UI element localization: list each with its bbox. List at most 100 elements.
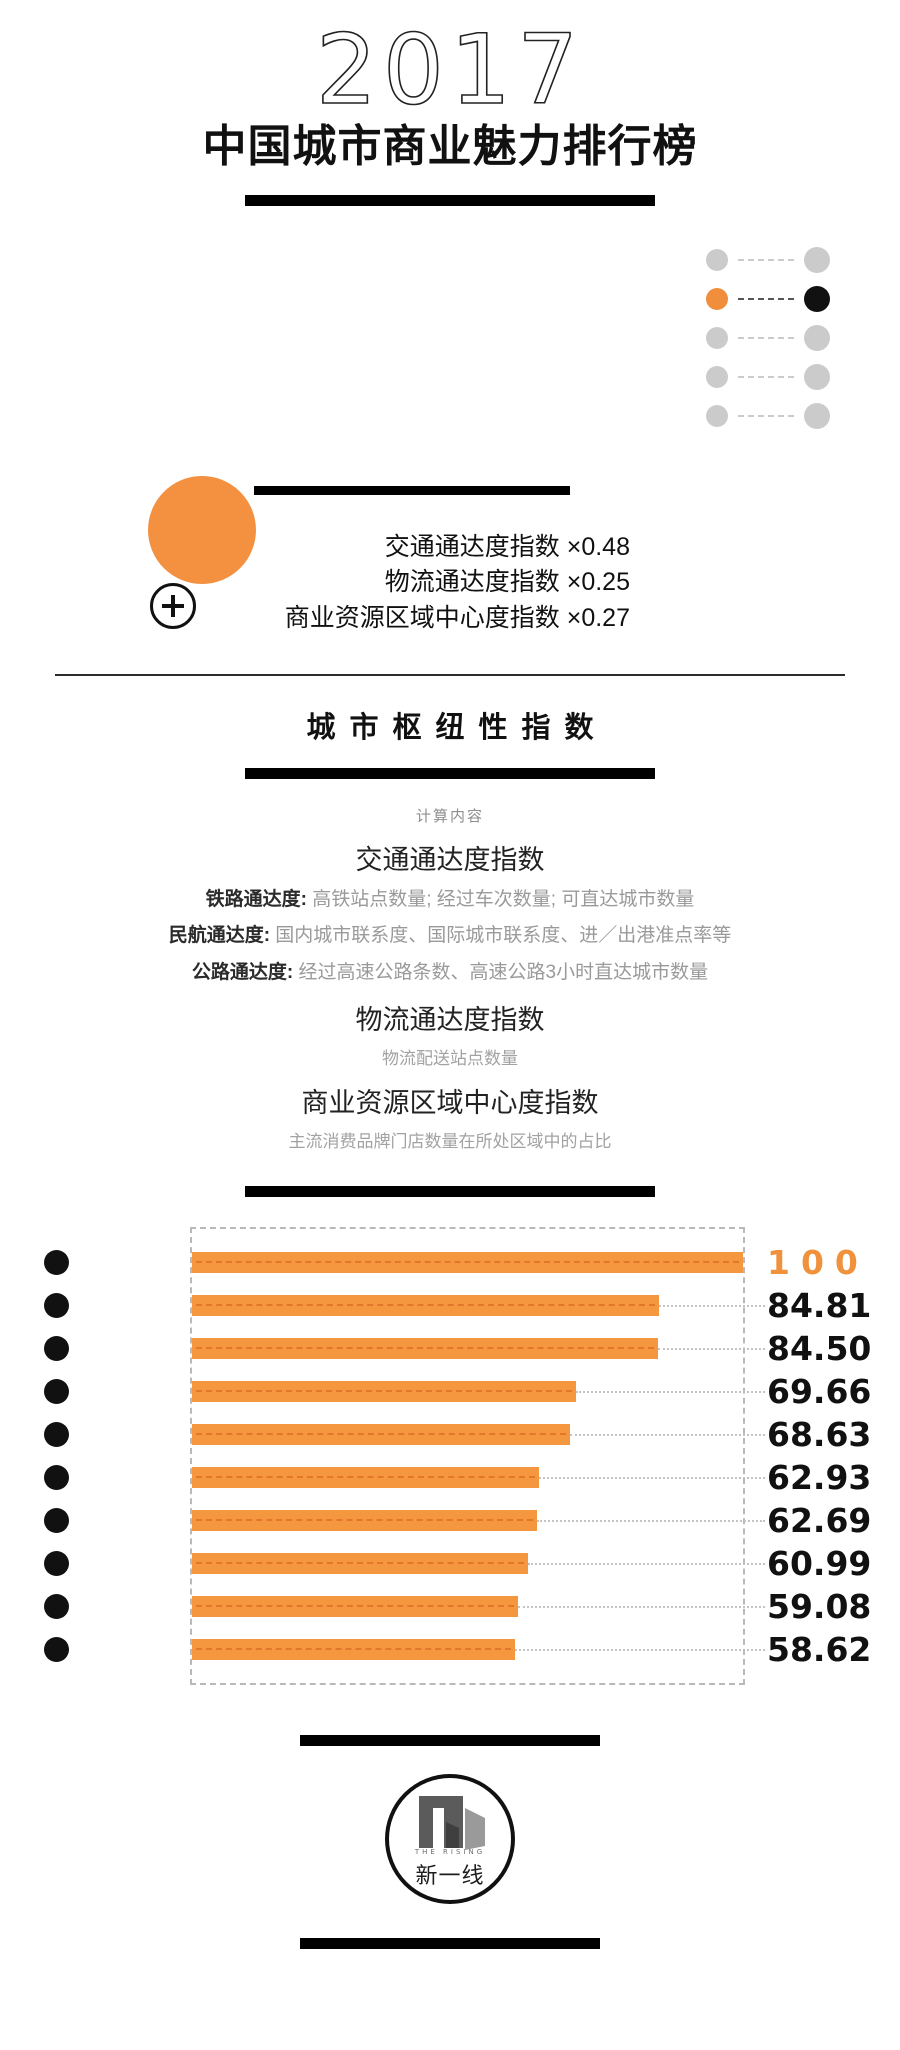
index-weight-list <box>70 242 830 434</box>
bar-value: 69.66 <box>767 1372 872 1412</box>
chart-row[interactable]: 59.08 <box>44 1585 871 1628</box>
leader-line <box>570 1434 765 1437</box>
leader-line <box>518 1606 765 1609</box>
chart-row[interactable]: 62.93 <box>44 1456 871 1499</box>
leader-line <box>539 1477 765 1480</box>
bar-track <box>192 1467 765 1489</box>
bar[interactable] <box>192 1252 743 1274</box>
calc-group-title: 商业资源区域中心度指数 <box>301 1088 599 1119</box>
chart-row[interactable]: 100 <box>44 1241 858 1284</box>
chart-row[interactable]: 58.62 <box>44 1628 871 1671</box>
calc-detail-text: 国内城市联系度、国际城市联系度、进／出港准点率等 <box>270 925 732 947</box>
page-title: 中国城市商业魅力排行榜 <box>202 122 698 171</box>
bar-value: 84.50 <box>767 1329 872 1369</box>
index-row[interactable] <box>70 281 830 317</box>
header-block: 2017 中国城市商业魅力排行榜 <box>0 21 900 206</box>
chart-row-label <box>32 1327 182 1370</box>
leader-line <box>537 1520 765 1523</box>
rank-badge <box>44 1637 69 1663</box>
bar-value: 84.81 <box>767 1286 872 1326</box>
bar[interactable] <box>192 1338 658 1360</box>
index-badge[interactable] <box>804 324 830 351</box>
calc-detail-text: 经过高速公路条数、高速公路3小时直达城市数量 <box>293 961 709 983</box>
formula-divider <box>254 485 570 495</box>
footer-divider-bottom <box>300 1938 600 1950</box>
weight-dot-icon <box>706 326 728 349</box>
bar[interactable] <box>192 1639 515 1661</box>
chart-row[interactable]: 84.50 <box>44 1327 871 1370</box>
rank-badge <box>44 1336 69 1362</box>
formula-line: 交通通达度指数 ×0.48 <box>384 532 630 561</box>
rank-badge <box>44 1250 69 1276</box>
connector-dash <box>738 336 794 339</box>
chart-plot-area: 100 84.81 84.50 69.66 68.63 62.93 62.69 60.99 59… <box>44 1227 871 1686</box>
bar-track <box>192 1553 765 1575</box>
index-row[interactable] <box>70 398 830 434</box>
logo-cn-text: 新一线 <box>415 1863 485 1889</box>
chart-row[interactable]: 69.66 <box>44 1370 871 1413</box>
bar[interactable] <box>192 1510 537 1532</box>
bar-value: 68.63 <box>767 1415 872 1455</box>
bar[interactable] <box>192 1381 576 1403</box>
rank-badge <box>44 1551 69 1577</box>
chart-row-label <box>32 1241 182 1284</box>
index-badge[interactable] <box>804 363 830 390</box>
bar-track <box>192 1381 765 1403</box>
chart-row-label <box>32 1628 182 1671</box>
index-row[interactable] <box>70 359 830 395</box>
chart-row[interactable]: 68.63 <box>44 1413 871 1456</box>
chart-row[interactable]: 84.81 <box>44 1284 871 1327</box>
bar-track <box>192 1295 765 1317</box>
bar-track <box>192 1252 743 1274</box>
bar-value: 60.99 <box>767 1544 872 1584</box>
leader-line <box>658 1348 765 1351</box>
bar[interactable] <box>192 1596 518 1618</box>
index-row[interactable] <box>70 320 830 356</box>
plus-icon <box>150 582 196 629</box>
weight-dot-icon <box>706 404 728 427</box>
bar-value: 58.62 <box>767 1630 872 1670</box>
ranking-chart: 100 84.81 84.50 69.66 68.63 62.93 62.69 60.99 59… <box>30 1227 871 1686</box>
weight-dot-icon <box>706 365 728 388</box>
index-badge[interactable] <box>804 402 830 429</box>
connector-dash <box>738 375 794 378</box>
leader-line <box>576 1391 765 1394</box>
chart-row[interactable]: 62.69 <box>44 1499 871 1542</box>
chart-row[interactable]: 60.99 <box>44 1542 871 1585</box>
leader-line <box>515 1649 765 1652</box>
bar[interactable] <box>192 1467 539 1489</box>
rank-badge <box>44 1379 69 1405</box>
logo-mark-icon <box>419 1796 485 1851</box>
bar[interactable] <box>192 1424 570 1446</box>
formula-block: 交通通达度指数 ×0.48 物流通达度指数 ×0.25 商业资源区域中心度指数 ×0… <box>70 468 830 668</box>
bar[interactable] <box>192 1553 528 1575</box>
index-badge[interactable] <box>804 285 830 312</box>
calc-head-label: 计算内容 <box>415 807 484 825</box>
footer-divider-top <box>300 1735 600 1747</box>
calc-group-sub: 物流配送站点数量 <box>382 1049 518 1069</box>
calc-detail-line: 公路通达度: 经过高速公路条数、高速公路3小时直达城市数量 <box>0 959 900 987</box>
weight-dot-icon <box>706 287 728 310</box>
calc-group-title: 物流通达度指数 <box>355 1005 545 1036</box>
formula-lines: 交通通达度指数 ×0.48 物流通达度指数 ×0.25 商业资源区域中心度指数 ×0… <box>70 530 630 637</box>
orange-circle-icon <box>148 475 256 584</box>
chart-row-label <box>32 1585 182 1628</box>
chart-row-label <box>32 1413 182 1456</box>
calc-detail-line: 铁路通达度: 高铁站点数量; 经过车次数量; 可直达城市数量 <box>0 886 900 914</box>
bar-track <box>192 1596 765 1618</box>
bar-value: 62.93 <box>767 1458 872 1498</box>
rank-badge <box>44 1594 69 1620</box>
leader-line <box>528 1563 765 1566</box>
bar[interactable] <box>192 1295 659 1317</box>
bar-value: 62.69 <box>767 1501 872 1541</box>
connector-dash <box>738 258 794 261</box>
index-badge[interactable] <box>804 246 830 273</box>
rank-badge <box>44 1422 69 1448</box>
calc-content: 计算内容 交通通达度指数 铁路通达度: 高铁站点数量; 经过车次数量; 可直达城市… <box>0 805 900 1153</box>
connector-dash <box>738 297 794 300</box>
calc-detail-label: 公路通达度: <box>191 961 294 983</box>
bar-track <box>192 1510 765 1532</box>
bar-track <box>192 1639 765 1661</box>
index-row[interactable] <box>70 242 830 278</box>
